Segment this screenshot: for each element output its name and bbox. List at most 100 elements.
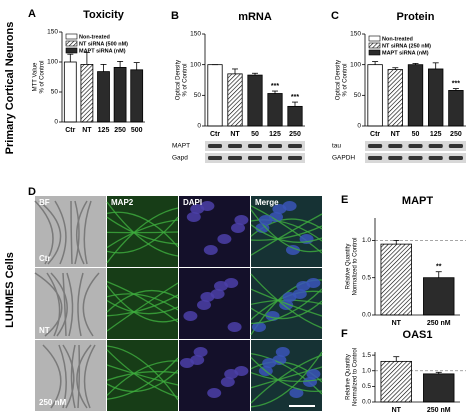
legend-label: MAPT siRNA (nM) [79,48,126,54]
chart-title: Protein [397,11,435,23]
channel-label: Merge [255,198,279,207]
x-tick-label: 250 [114,127,126,134]
nucleus [186,212,201,222]
y-axis-label: Optical Density [336,60,342,100]
cell-outline [83,200,92,265]
y-axis-label: % of Control [343,63,349,96]
neurite [250,205,323,254]
neurite [250,352,323,395]
neurite [250,351,323,408]
legend-label: NT siRNA (500 nM) [79,41,128,47]
condition-label: Ctr [39,254,51,263]
blot-band [388,144,403,148]
blot-band [268,144,282,148]
blot-label: MAPT [172,143,190,150]
y-tick-label: 150 [350,31,361,38]
condition-label: NT [39,326,50,335]
blot-band [368,156,383,160]
blot-band [448,156,463,160]
bar [97,71,110,123]
nucleus [289,388,304,398]
neurite [106,360,179,396]
x-tick-label: 50 [412,131,420,138]
y-tick-label: 0 [357,123,361,130]
neurite [250,213,323,256]
neurite [106,282,179,332]
nucleus [258,215,273,225]
bar [380,360,412,403]
bar [423,277,455,316]
neurite [106,216,179,245]
bar [380,243,412,316]
nucleus [303,377,317,387]
legend-swatch [65,40,78,47]
bar [367,64,383,127]
significance: *** [452,80,460,87]
cell-outline [54,200,67,265]
neurite [250,356,323,393]
panel-letter: D [28,186,36,198]
x-tick-label: Ctr [65,127,75,134]
neurite [250,224,323,243]
neurite [106,357,179,400]
neurite [250,354,323,404]
y-tick-label: 0 [54,119,58,126]
cell-outline [50,272,68,337]
blot-label: tau [332,143,341,150]
nucleus [193,347,208,357]
legend-label: MAPT siRNA (nM) [382,50,429,56]
bar [387,69,403,127]
x-tick-label: NT [391,131,401,138]
y-tick-label: 1.0 [362,237,371,244]
channel-label: MAP2 [111,198,134,207]
nucleus [217,234,232,244]
bar [207,64,223,127]
y-axis-label: Normalized to Control [353,348,359,406]
legend-swatch [368,35,381,42]
significance: ** [436,264,442,271]
x-tick-label: 500 [131,127,143,134]
bar [287,105,303,127]
blot-band [428,144,443,148]
blot-band [368,144,383,148]
chart-title: OAS1 [403,329,433,341]
bar [448,90,464,127]
cell-outline [62,344,75,409]
cell-outline [76,344,92,409]
nucleus [234,215,249,225]
cell-outline [62,272,67,337]
y-tick-label: 100 [190,61,201,68]
condition-label: 250 nM [39,398,66,407]
legend-label: Non-treated [382,36,413,42]
nucleus [227,322,242,332]
row-label: LUHMES Cells [4,252,16,328]
legend-label: Non-treated [79,34,110,40]
y-axis-label: % of Control [183,63,189,96]
x-tick-label: 250 nM [427,320,451,327]
neurite [106,201,179,257]
micrograph [179,340,250,411]
y-tick-label: 0.0 [362,312,371,319]
y-tick-label: 100 [350,61,361,68]
cell-outline [74,200,80,265]
neurite [106,280,179,323]
x-tick-label: 125 [430,131,442,138]
nucleus [180,358,194,368]
blot-band [388,156,403,160]
bar [267,93,283,127]
x-tick-label: NT [82,127,92,134]
x-tick-label: 125 [269,131,281,138]
y-tick-label: 50 [354,92,362,99]
panel-letter: C [331,10,339,22]
bar [423,373,455,403]
neurite [250,273,323,329]
bar [130,69,144,123]
neurite [106,231,179,234]
panel-letter: E [341,194,348,206]
cell-outline [70,200,73,265]
row-label: Primary Cortical Neurons [4,22,16,155]
neurite [106,285,179,323]
neurite [250,225,323,241]
blot-label: Gapd [172,155,188,162]
blot-band [288,144,302,148]
